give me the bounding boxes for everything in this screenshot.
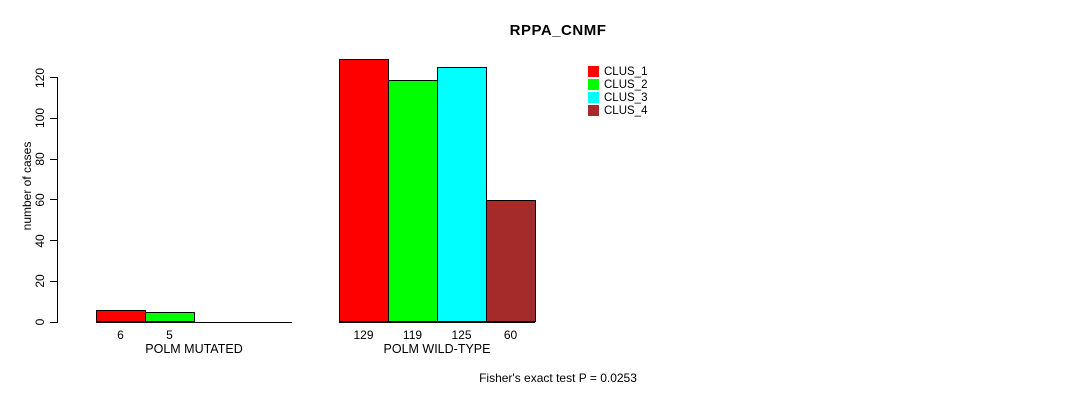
- y-axis-label: number of cases: [20, 141, 34, 231]
- legend-item: CLUS_2: [588, 78, 648, 91]
- y-tick-label: 80: [33, 152, 47, 166]
- y-tick-label: 60: [33, 193, 47, 207]
- bar-clus_1-polm-mutated: [96, 310, 146, 322]
- bar-clus_1-polm-wild-type: [339, 59, 389, 322]
- bar-clus_2-polm-mutated: [145, 312, 195, 322]
- y-tick-mark: [50, 199, 57, 201]
- legend-label: CLUS_3: [604, 91, 648, 104]
- category-label-polm-wild-type: POLM WILD-TYPE: [383, 342, 491, 356]
- y-tick-mark: [50, 280, 57, 282]
- legend-item: CLUS_3: [588, 91, 648, 104]
- stat-test-note: Fisher's exact test P = 0.0253: [479, 371, 637, 385]
- legend-label: CLUS_4: [604, 104, 648, 117]
- chart-title: RPPA_CNMF: [509, 22, 607, 39]
- legend-swatch-clus_3: [588, 92, 599, 103]
- x-axis-baseline-polm-wild-type: [339, 322, 535, 323]
- bar-value-label: 6: [117, 328, 124, 342]
- y-tick-label: 120: [33, 67, 47, 88]
- category-label-polm-mutated: POLM MUTATED: [145, 342, 243, 356]
- legend-label: CLUS_2: [604, 78, 648, 91]
- bar-value-label: 125: [451, 328, 472, 342]
- y-axis-line: [57, 77, 58, 323]
- y-tick-mark: [50, 77, 57, 78]
- bar-value-label: 5: [166, 328, 173, 342]
- y-tick-label: 100: [33, 108, 47, 129]
- y-tick-label: 40: [33, 233, 47, 248]
- legend-item: CLUS_4: [588, 104, 648, 117]
- bar-value-label: 119: [402, 328, 423, 342]
- x-axis-baseline-polm-mutated: [96, 322, 292, 323]
- bar-clus_2-polm-wild-type: [388, 80, 438, 322]
- legend-swatch-clus_1: [588, 66, 599, 77]
- bar-value-label: 129: [353, 328, 374, 342]
- y-tick-mark: [50, 158, 57, 160]
- bar-clus_3-polm-wild-type: [437, 67, 487, 322]
- bar-value-label: 60: [503, 328, 518, 342]
- y-tick-mark: [50, 240, 57, 241]
- y-tick-label: 20: [33, 274, 47, 288]
- y-tick-label: 0: [33, 318, 47, 326]
- legend-label: CLUS_1: [604, 65, 648, 78]
- legend-swatch-clus_2: [588, 79, 599, 90]
- legend: CLUS_1 CLUS_2 CLUS_3 CLUS_4: [588, 65, 648, 117]
- legend-swatch-clus_4: [588, 105, 599, 116]
- legend-item: CLUS_1: [588, 65, 648, 78]
- y-tick-mark: [50, 117, 57, 119]
- y-tick-mark: [50, 321, 57, 323]
- bar-clus_4-polm-wild-type: [486, 200, 536, 322]
